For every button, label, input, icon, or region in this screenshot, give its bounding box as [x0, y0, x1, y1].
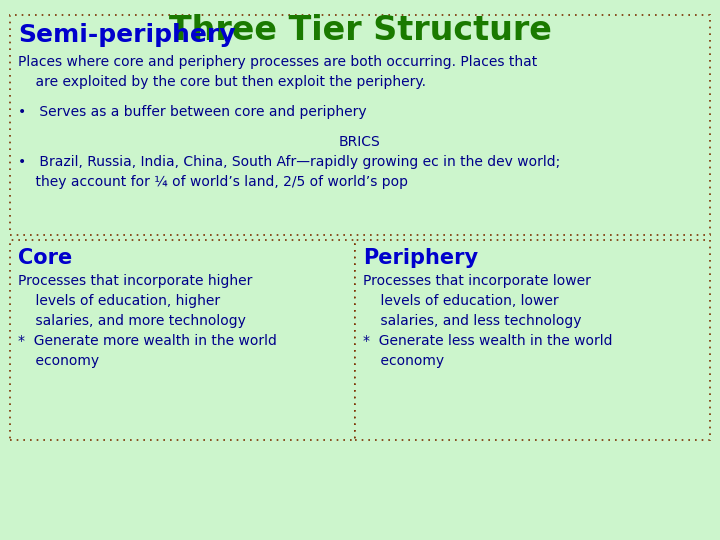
Text: BRICS: BRICS: [339, 135, 381, 149]
FancyBboxPatch shape: [355, 240, 710, 440]
Text: Semi-periphery: Semi-periphery: [18, 23, 235, 47]
Text: •   Brazil, Russia, India, China, South Afr—rapidly growing ec in the dev world;: • Brazil, Russia, India, China, South Af…: [18, 155, 560, 189]
Text: Processes that incorporate lower
    levels of education, lower
    salaries, an: Processes that incorporate lower levels …: [363, 274, 613, 368]
Text: Processes that incorporate higher
    levels of education, higher
    salaries, : Processes that incorporate higher levels…: [18, 274, 277, 368]
Text: Places where core and periphery processes are both occurring. Places that
    ar: Places where core and periphery processe…: [18, 55, 537, 89]
Text: Three Tier Structure: Three Tier Structure: [168, 14, 552, 46]
Text: Periphery: Periphery: [363, 248, 478, 268]
FancyBboxPatch shape: [10, 15, 710, 235]
Text: Core: Core: [18, 248, 72, 268]
FancyBboxPatch shape: [10, 240, 355, 440]
Text: •   Serves as a buffer between core and periphery: • Serves as a buffer between core and pe…: [18, 105, 366, 119]
